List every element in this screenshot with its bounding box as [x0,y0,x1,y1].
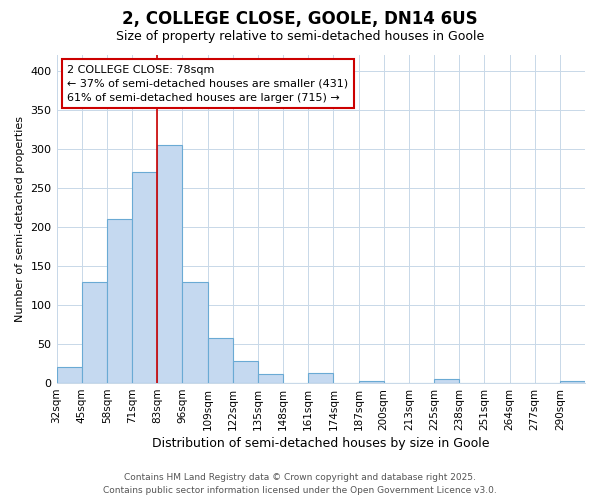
Bar [308,373,334,383]
Bar [359,380,383,383]
Bar [132,172,157,383]
Bar [82,282,107,383]
Text: Size of property relative to semi-detached houses in Goole: Size of property relative to semi-detach… [116,30,484,43]
Text: 2 COLLEGE CLOSE: 78sqm
← 37% of semi-detached houses are smaller (431)
61% of se: 2 COLLEGE CLOSE: 78sqm ← 37% of semi-det… [67,65,348,103]
Bar [233,361,258,383]
Bar [208,338,233,383]
X-axis label: Distribution of semi-detached houses by size in Goole: Distribution of semi-detached houses by … [152,437,490,450]
Bar [560,380,585,383]
Bar [56,368,82,383]
Bar [157,145,182,383]
Bar [434,379,459,383]
Text: 2, COLLEGE CLOSE, GOOLE, DN14 6US: 2, COLLEGE CLOSE, GOOLE, DN14 6US [122,10,478,28]
Bar [182,282,208,383]
Y-axis label: Number of semi-detached properties: Number of semi-detached properties [15,116,25,322]
Text: Contains HM Land Registry data © Crown copyright and database right 2025.
Contai: Contains HM Land Registry data © Crown c… [103,474,497,495]
Bar [258,374,283,383]
Bar [107,219,132,383]
